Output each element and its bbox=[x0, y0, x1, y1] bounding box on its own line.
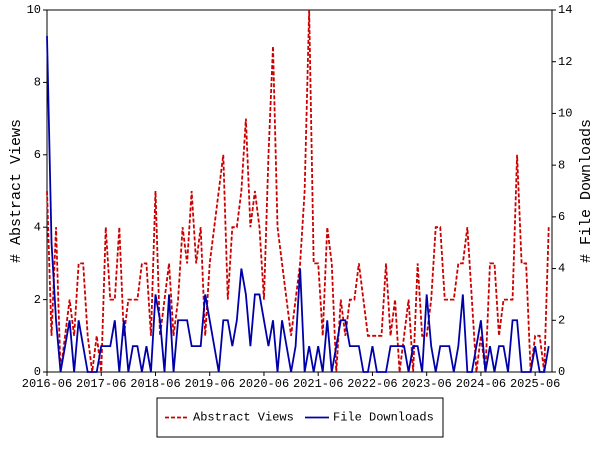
y-tick-label: 10 bbox=[27, 3, 41, 17]
y2-tick-label: 8 bbox=[558, 158, 565, 172]
x-tick-label: 2023-06 bbox=[401, 377, 451, 391]
x-tick-label: 2017-06 bbox=[76, 377, 126, 391]
x-tick-label: 2024-06 bbox=[456, 377, 506, 391]
y-tick-label: 0 bbox=[34, 365, 41, 379]
y2-tick-label: 4 bbox=[558, 262, 565, 276]
legend-label: Abstract Views bbox=[193, 411, 294, 425]
y2-tick-label: 10 bbox=[558, 107, 572, 121]
y2-tick-label: 6 bbox=[558, 210, 565, 224]
y2-tick-label: 14 bbox=[558, 3, 572, 17]
y-axis-title: # Abstract Views bbox=[8, 119, 25, 263]
legend-box bbox=[156, 397, 444, 438]
x-tick-label: 2025-06 bbox=[510, 377, 560, 391]
y-tick-label: 6 bbox=[34, 148, 41, 162]
series-line bbox=[46, 9, 550, 373]
y2-tick-label: 0 bbox=[558, 365, 565, 379]
x-tick-label: 2022-06 bbox=[347, 377, 397, 391]
y-tick-label: 8 bbox=[34, 76, 41, 90]
x-tick-label: 2016-06 bbox=[22, 377, 72, 391]
y-tick-label: 4 bbox=[34, 220, 41, 234]
y2-axis-title: # File Downloads bbox=[578, 119, 595, 263]
y2-tick-label: 2 bbox=[558, 313, 565, 327]
legend-label: File Downloads bbox=[333, 411, 434, 425]
plot-frame bbox=[46, 9, 553, 373]
y-tick-label: 2 bbox=[34, 293, 41, 307]
x-tick-label: 2020-06 bbox=[239, 377, 289, 391]
y2-tick-label: 12 bbox=[558, 55, 572, 69]
x-tick-label: 2018-06 bbox=[130, 377, 180, 391]
series-line bbox=[46, 35, 550, 373]
x-tick-label: 2019-06 bbox=[185, 377, 235, 391]
x-tick-label: 2021-06 bbox=[293, 377, 343, 391]
